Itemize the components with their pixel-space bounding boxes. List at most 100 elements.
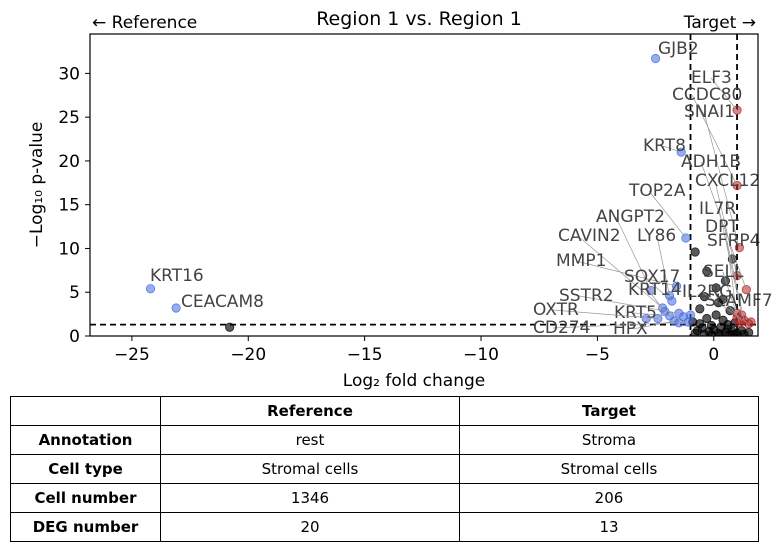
row-label: Annotation bbox=[10, 425, 161, 455]
table-cell: Stromal cells bbox=[160, 454, 460, 484]
gene-label: MMP1 bbox=[556, 251, 606, 271]
gene-label: CD274 bbox=[533, 318, 590, 338]
label-leader-line bbox=[710, 77, 738, 111]
label-leader-line bbox=[726, 240, 745, 321]
plot-frame bbox=[89, 33, 759, 337]
label-leader-line bbox=[662, 145, 682, 153]
y-tick-label: 20 bbox=[58, 152, 80, 172]
label-leader-line bbox=[552, 309, 658, 319]
data-point-ns bbox=[695, 304, 705, 314]
table-row: Cell type Stromal cells Stromal cells bbox=[10, 454, 759, 484]
label-leader-line bbox=[703, 111, 740, 248]
data-point-ns bbox=[711, 310, 721, 320]
gene-label: KRT5 bbox=[614, 303, 657, 323]
gene-label: CXCL12 bbox=[695, 171, 760, 191]
label-leader-line bbox=[722, 271, 740, 323]
comparison-table: Reference Target Annotation rest Stroma … bbox=[10, 396, 759, 542]
y-axis-label: −Log₁₀ p-value bbox=[27, 122, 47, 249]
gene-label: ANGPT2 bbox=[596, 207, 665, 227]
table-header-cell: Reference bbox=[160, 396, 460, 426]
label-leader-line bbox=[701, 291, 749, 325]
x-tick-label: −25 bbox=[114, 345, 150, 365]
label-leader-line bbox=[700, 161, 747, 290]
table-header-row: Reference Target bbox=[10, 396, 759, 426]
gene-label: ELF3 bbox=[691, 68, 732, 88]
gene-label: SLAMF7 bbox=[705, 291, 773, 311]
gene-label: CAVIN2 bbox=[558, 226, 621, 246]
gene-label: IL7R bbox=[699, 199, 736, 219]
data-point-reference bbox=[641, 313, 651, 324]
points-layer bbox=[90, 34, 758, 336]
data-point-target bbox=[746, 317, 756, 327]
gene-label: SSTR2 bbox=[559, 286, 614, 306]
data-point-ns bbox=[702, 266, 712, 276]
table-cell: 20 bbox=[160, 512, 460, 542]
data-point-reference bbox=[685, 310, 696, 320]
data-point-reference bbox=[171, 303, 181, 313]
gene-label: KRT8 bbox=[643, 136, 686, 156]
gene-label: IL2RG bbox=[682, 282, 732, 302]
gene-label: KRT16 bbox=[150, 266, 204, 286]
label-leader-line bbox=[578, 295, 679, 314]
label-leader-line bbox=[691, 94, 738, 186]
y-tick-label: 15 bbox=[58, 196, 80, 216]
y-tick-label: 0 bbox=[69, 327, 80, 347]
label-leader-line bbox=[724, 300, 742, 322]
data-point-ns bbox=[702, 313, 712, 324]
label-leader-line bbox=[633, 312, 684, 318]
row-label: Cell type bbox=[10, 454, 161, 484]
data-point-reference bbox=[145, 284, 156, 294]
gene-label: CEACAM8 bbox=[181, 292, 264, 312]
label-leader-line bbox=[656, 235, 670, 296]
y-tick-label: 10 bbox=[58, 239, 80, 259]
x-axis-label: Log₂ fold change bbox=[343, 371, 485, 391]
table-row: DEG number 20 13 bbox=[10, 512, 759, 542]
data-point-ns bbox=[695, 319, 705, 329]
reference-arrow-label: ← Reference bbox=[92, 13, 197, 33]
label-leader-line bbox=[632, 320, 675, 330]
label-leader-line bbox=[575, 260, 677, 287]
gene-label: GJB2 bbox=[658, 39, 699, 59]
table-cell: Stroma bbox=[459, 425, 759, 455]
y-tick-label: 30 bbox=[58, 64, 80, 84]
table-cell: Stromal cells bbox=[459, 454, 759, 484]
gene-label: SOX17 bbox=[624, 267, 680, 287]
x-tick-label: −10 bbox=[463, 345, 499, 365]
table-cell: 206 bbox=[459, 483, 759, 513]
data-point-ns bbox=[711, 283, 721, 293]
gene-label: LY86 bbox=[637, 226, 676, 246]
gene-label: CCDC80 bbox=[672, 85, 742, 105]
data-point-ns bbox=[690, 328, 700, 336]
axes: −25 −20 −15 −10 −5 0 0 5 10 15 20 25 30 bbox=[58, 64, 719, 365]
data-point-ns bbox=[225, 322, 235, 332]
data-point-ns bbox=[723, 320, 733, 330]
target-arrow-label: Target → bbox=[683, 13, 756, 33]
label-leader-line bbox=[643, 276, 673, 302]
gene-label: OXTR bbox=[533, 300, 579, 320]
label-leader-line bbox=[648, 190, 687, 239]
label-leader-line bbox=[647, 289, 666, 312]
table-cell: rest bbox=[160, 425, 460, 455]
row-label: DEG number bbox=[10, 512, 161, 542]
table-header-cell bbox=[10, 396, 161, 426]
data-point-ns bbox=[739, 329, 749, 336]
data-point-ns bbox=[716, 330, 726, 336]
data-point-ns bbox=[690, 247, 700, 257]
y-tick-label: 25 bbox=[58, 108, 80, 128]
chart-title: Region 1 vs. Region 1 bbox=[316, 8, 522, 30]
x-tick-label: 0 bbox=[708, 345, 719, 365]
label-leader-line bbox=[718, 208, 743, 316]
gene-label: ADH1B bbox=[681, 152, 741, 172]
gene-label: DPT bbox=[705, 217, 739, 237]
table-cell: 13 bbox=[459, 512, 759, 542]
row-label: Cell number bbox=[10, 483, 161, 513]
data-point-ns bbox=[720, 276, 731, 286]
gene-label: SNAI1 bbox=[684, 102, 735, 122]
y-tick-label: 5 bbox=[69, 283, 80, 303]
table-row: Cell number 1346 206 bbox=[10, 483, 759, 513]
gene-label: TOP2A bbox=[628, 181, 686, 201]
gene-label: SFRP4 bbox=[707, 231, 760, 251]
table-header-cell: Target bbox=[459, 396, 759, 426]
